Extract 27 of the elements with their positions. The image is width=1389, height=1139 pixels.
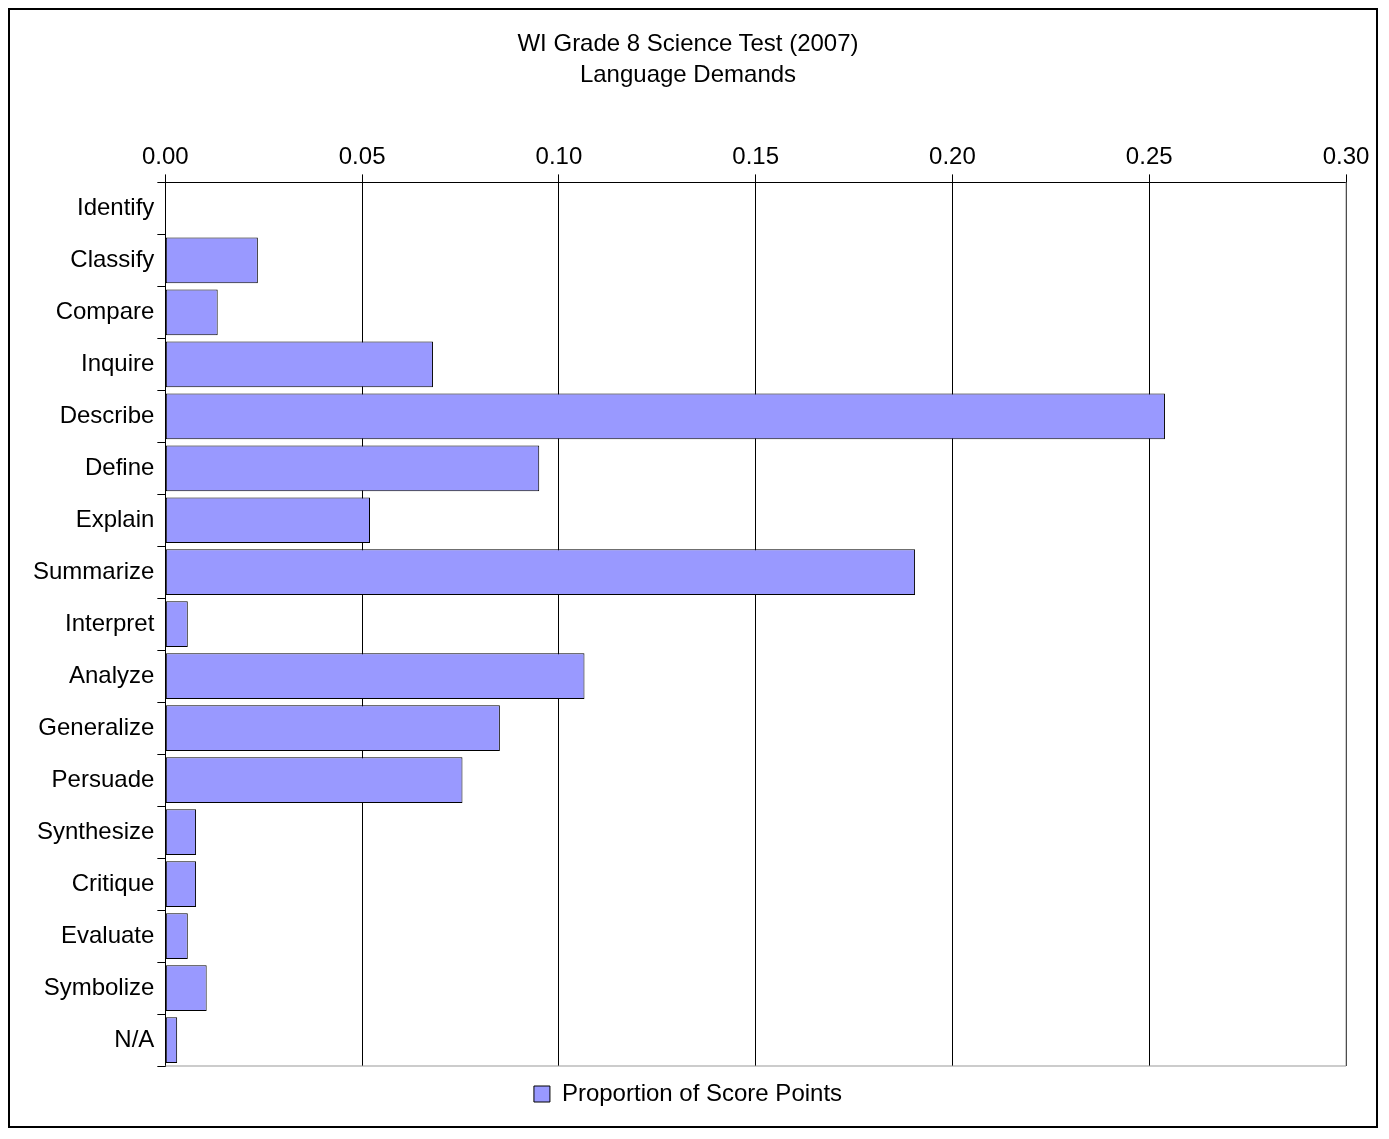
y-tick-label: Compare <box>55 296 155 324</box>
x-tick-label: 0.20 <box>929 141 976 169</box>
x-tick-label: 0.00 <box>142 141 189 169</box>
y-tick-label: Persuade <box>51 764 155 792</box>
x-tick-label: 0.30 <box>1322 141 1370 169</box>
x-tick-label: 0.10 <box>535 141 583 169</box>
y-tick-label: Identify <box>76 193 155 221</box>
x-tick-label: 0.05 <box>338 141 386 169</box>
chart-title: WI Grade 8 Science Test (2007) <box>517 29 859 57</box>
y-tick-label: Interpret <box>64 608 155 636</box>
y-tick-label: Define <box>84 452 155 480</box>
y-tick-label: Inquire <box>80 348 155 376</box>
y-tick-label: Analyze <box>68 660 155 688</box>
x-tick-label: 0.15 <box>732 141 780 169</box>
legend-label: Proportion of Score Points <box>561 1078 843 1106</box>
x-tick-label: 0.25 <box>1125 141 1173 169</box>
y-tick-label: N/A <box>114 1024 155 1052</box>
y-tick-label: Classify <box>70 244 155 272</box>
chart-subtitle: Language Demands <box>579 59 797 87</box>
y-tick-label: Synthesize <box>36 816 155 844</box>
y-tick-label: Evaluate <box>60 920 155 948</box>
y-tick-label: Symbolize <box>43 972 155 1000</box>
y-tick-label: Generalize <box>38 712 155 740</box>
y-tick-label: Explain <box>75 504 155 532</box>
y-tick-label: Describe <box>59 400 155 428</box>
y-tick-label: Summarize <box>33 556 155 584</box>
y-tick-label: Critique <box>71 868 155 896</box>
